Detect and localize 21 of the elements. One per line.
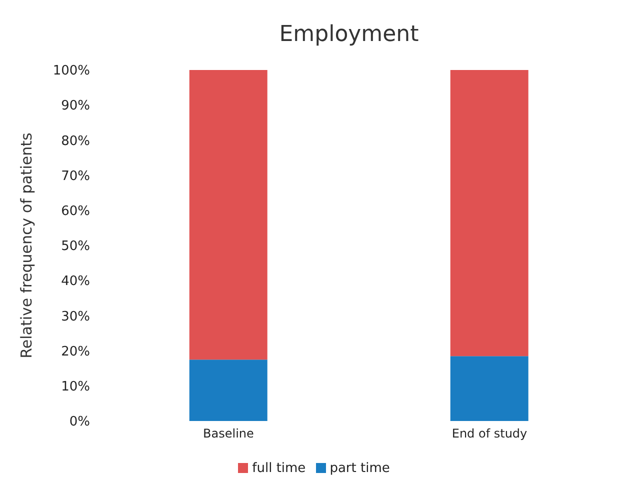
legend-label: part time	[330, 461, 390, 476]
y-tick-label: 20%	[61, 344, 90, 360]
bar	[189, 360, 268, 421]
y-tick-label: 90%	[61, 98, 90, 114]
y-tick-label: 10%	[61, 380, 90, 395]
y-tick-label: 30%	[61, 309, 90, 324]
y-tick-label: 100%	[52, 64, 90, 79]
y-tick-label: 50%	[61, 239, 90, 254]
x-tick-label: Baseline	[203, 426, 254, 441]
y-axis-title: Relative frequency of patients	[17, 132, 36, 358]
y-tick-label: 80%	[61, 134, 90, 149]
bar	[189, 70, 268, 360]
chart-title: Employment	[278, 21, 420, 49]
y-tick-label: 70%	[61, 168, 90, 184]
bar	[450, 70, 528, 356]
bar	[450, 356, 528, 421]
x-tick-label: End of study	[452, 426, 528, 441]
y-tick-label: 0%	[69, 414, 90, 430]
y-tick-label: 60%	[61, 204, 90, 220]
y-tick-label: 40%	[61, 274, 90, 290]
legend-label: full time	[252, 461, 306, 476]
